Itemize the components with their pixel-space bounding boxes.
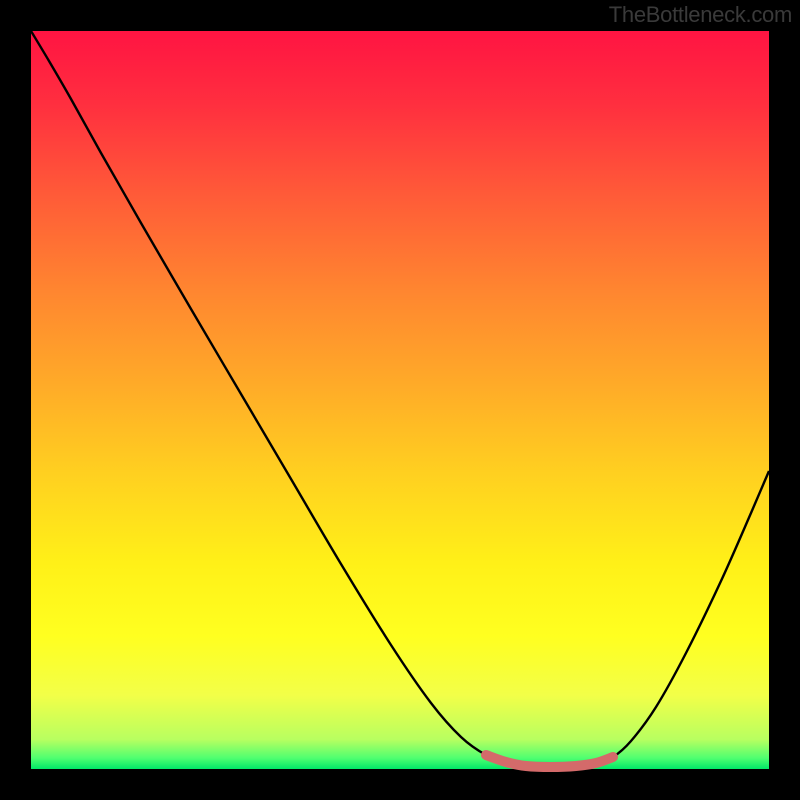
trough-highlight [486, 755, 613, 767]
chart-curve-layer [31, 31, 769, 769]
watermark-text: TheBottleneck.com [609, 2, 792, 28]
chart-plot-area [31, 31, 769, 769]
bottleneck-curve [31, 31, 769, 767]
